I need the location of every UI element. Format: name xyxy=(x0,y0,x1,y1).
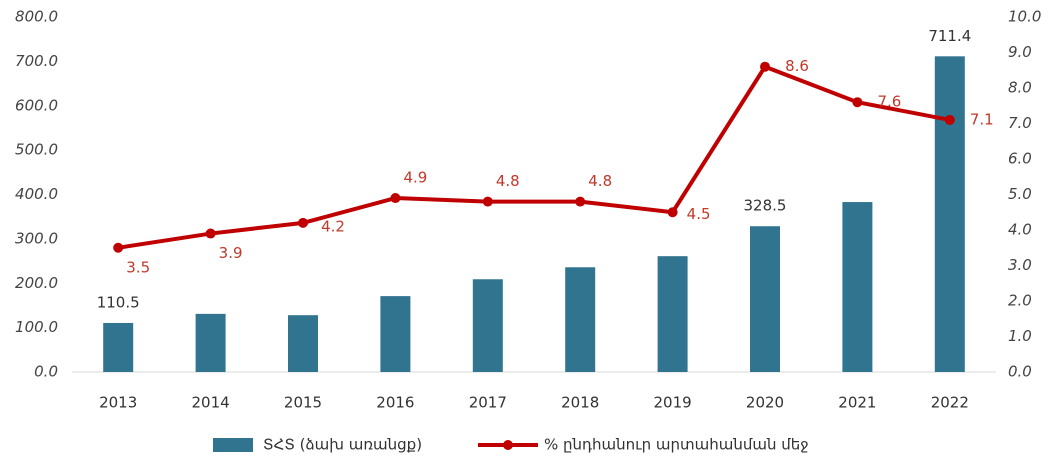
legend-swatch xyxy=(213,438,253,452)
line-point xyxy=(298,217,308,228)
y2-tick-label: 3.0 xyxy=(1008,256,1032,274)
y-tick-label: 600.0 xyxy=(15,96,58,114)
line-value-label: 4.9 xyxy=(403,169,427,187)
y2-tick-label: 4.0 xyxy=(1008,221,1032,239)
y2-tick-label: 9.0 xyxy=(1008,43,1032,61)
legend-swatch xyxy=(503,440,513,450)
bar-value-label: 328.5 xyxy=(744,197,787,215)
bar-value-label: 110.5 xyxy=(97,293,140,311)
x-tick-label: 2014 xyxy=(192,394,230,412)
y-tick-label: 400.0 xyxy=(15,185,58,203)
legend-label: % ընդհանուր արտահանման մեջ xyxy=(544,436,809,454)
line-point xyxy=(113,242,124,253)
line-point xyxy=(390,193,401,204)
line-value-label: 7.6 xyxy=(877,93,901,111)
x-tick-label: 2022 xyxy=(931,394,969,412)
line-value-label: 4.5 xyxy=(687,205,711,223)
line-point xyxy=(667,207,678,218)
line-point xyxy=(205,228,216,239)
bar xyxy=(103,322,134,372)
x-tick-label: 2016 xyxy=(376,394,414,412)
y-tick-label: 100.0 xyxy=(15,318,58,336)
line-value-label: 4.8 xyxy=(496,172,520,190)
y2-tick-label: 8.0 xyxy=(1008,79,1032,97)
bar xyxy=(842,202,873,372)
line-point xyxy=(852,97,863,108)
x-tick-label: 2021 xyxy=(838,394,876,412)
bar xyxy=(195,313,226,372)
line-value-label: 4.2 xyxy=(321,217,345,235)
line-point xyxy=(575,196,586,207)
x-tick-label: 2018 xyxy=(561,394,599,412)
x-tick-label: 2020 xyxy=(746,394,784,412)
y2-tick-label: 0.0 xyxy=(1008,363,1032,381)
y-tick-label: 200.0 xyxy=(15,274,58,292)
y2-tick-label: 1.0 xyxy=(1008,327,1032,345)
legend-label: ՏՀՏ (ձախ առանցք) xyxy=(263,436,422,454)
bar xyxy=(288,315,318,372)
bar xyxy=(565,267,596,372)
line-value-label: 8.6 xyxy=(785,57,809,75)
line-point xyxy=(482,196,493,207)
bar xyxy=(750,226,780,372)
x-tick-label: 2017 xyxy=(469,394,507,412)
y-tick-label: 700.0 xyxy=(15,52,58,70)
line-point xyxy=(944,114,955,125)
x-tick-label: 2013 xyxy=(99,394,137,412)
line xyxy=(117,64,951,250)
bar xyxy=(380,296,411,372)
bar-value-label: 711.4 xyxy=(928,27,971,45)
y2-tick-label: 6.0 xyxy=(1008,150,1032,168)
line-value-label: 7.1 xyxy=(970,110,994,128)
y2-tick-label: 7.0 xyxy=(1008,114,1032,132)
y2-tick-label: 5.0 xyxy=(1008,185,1032,203)
line-value-label: 4.8 xyxy=(588,172,612,190)
x-tick-label: 2015 xyxy=(284,394,322,412)
y-tick-label: 0.0 xyxy=(34,363,58,381)
y-tick-label: 300.0 xyxy=(15,229,58,247)
bar xyxy=(934,56,965,372)
y-tick-label: 500.0 xyxy=(15,141,58,159)
y2-tick-label: 10.0 xyxy=(1008,8,1041,26)
line-value-label: 3.9 xyxy=(219,244,243,262)
bar xyxy=(472,279,503,372)
bar xyxy=(657,256,688,372)
x-tick-label: 2019 xyxy=(654,394,692,412)
line-point xyxy=(760,61,770,72)
y2-tick-label: 2.0 xyxy=(1008,292,1032,310)
line-value-label: 3.5 xyxy=(126,258,150,276)
y-tick-label: 800.0 xyxy=(15,8,58,26)
